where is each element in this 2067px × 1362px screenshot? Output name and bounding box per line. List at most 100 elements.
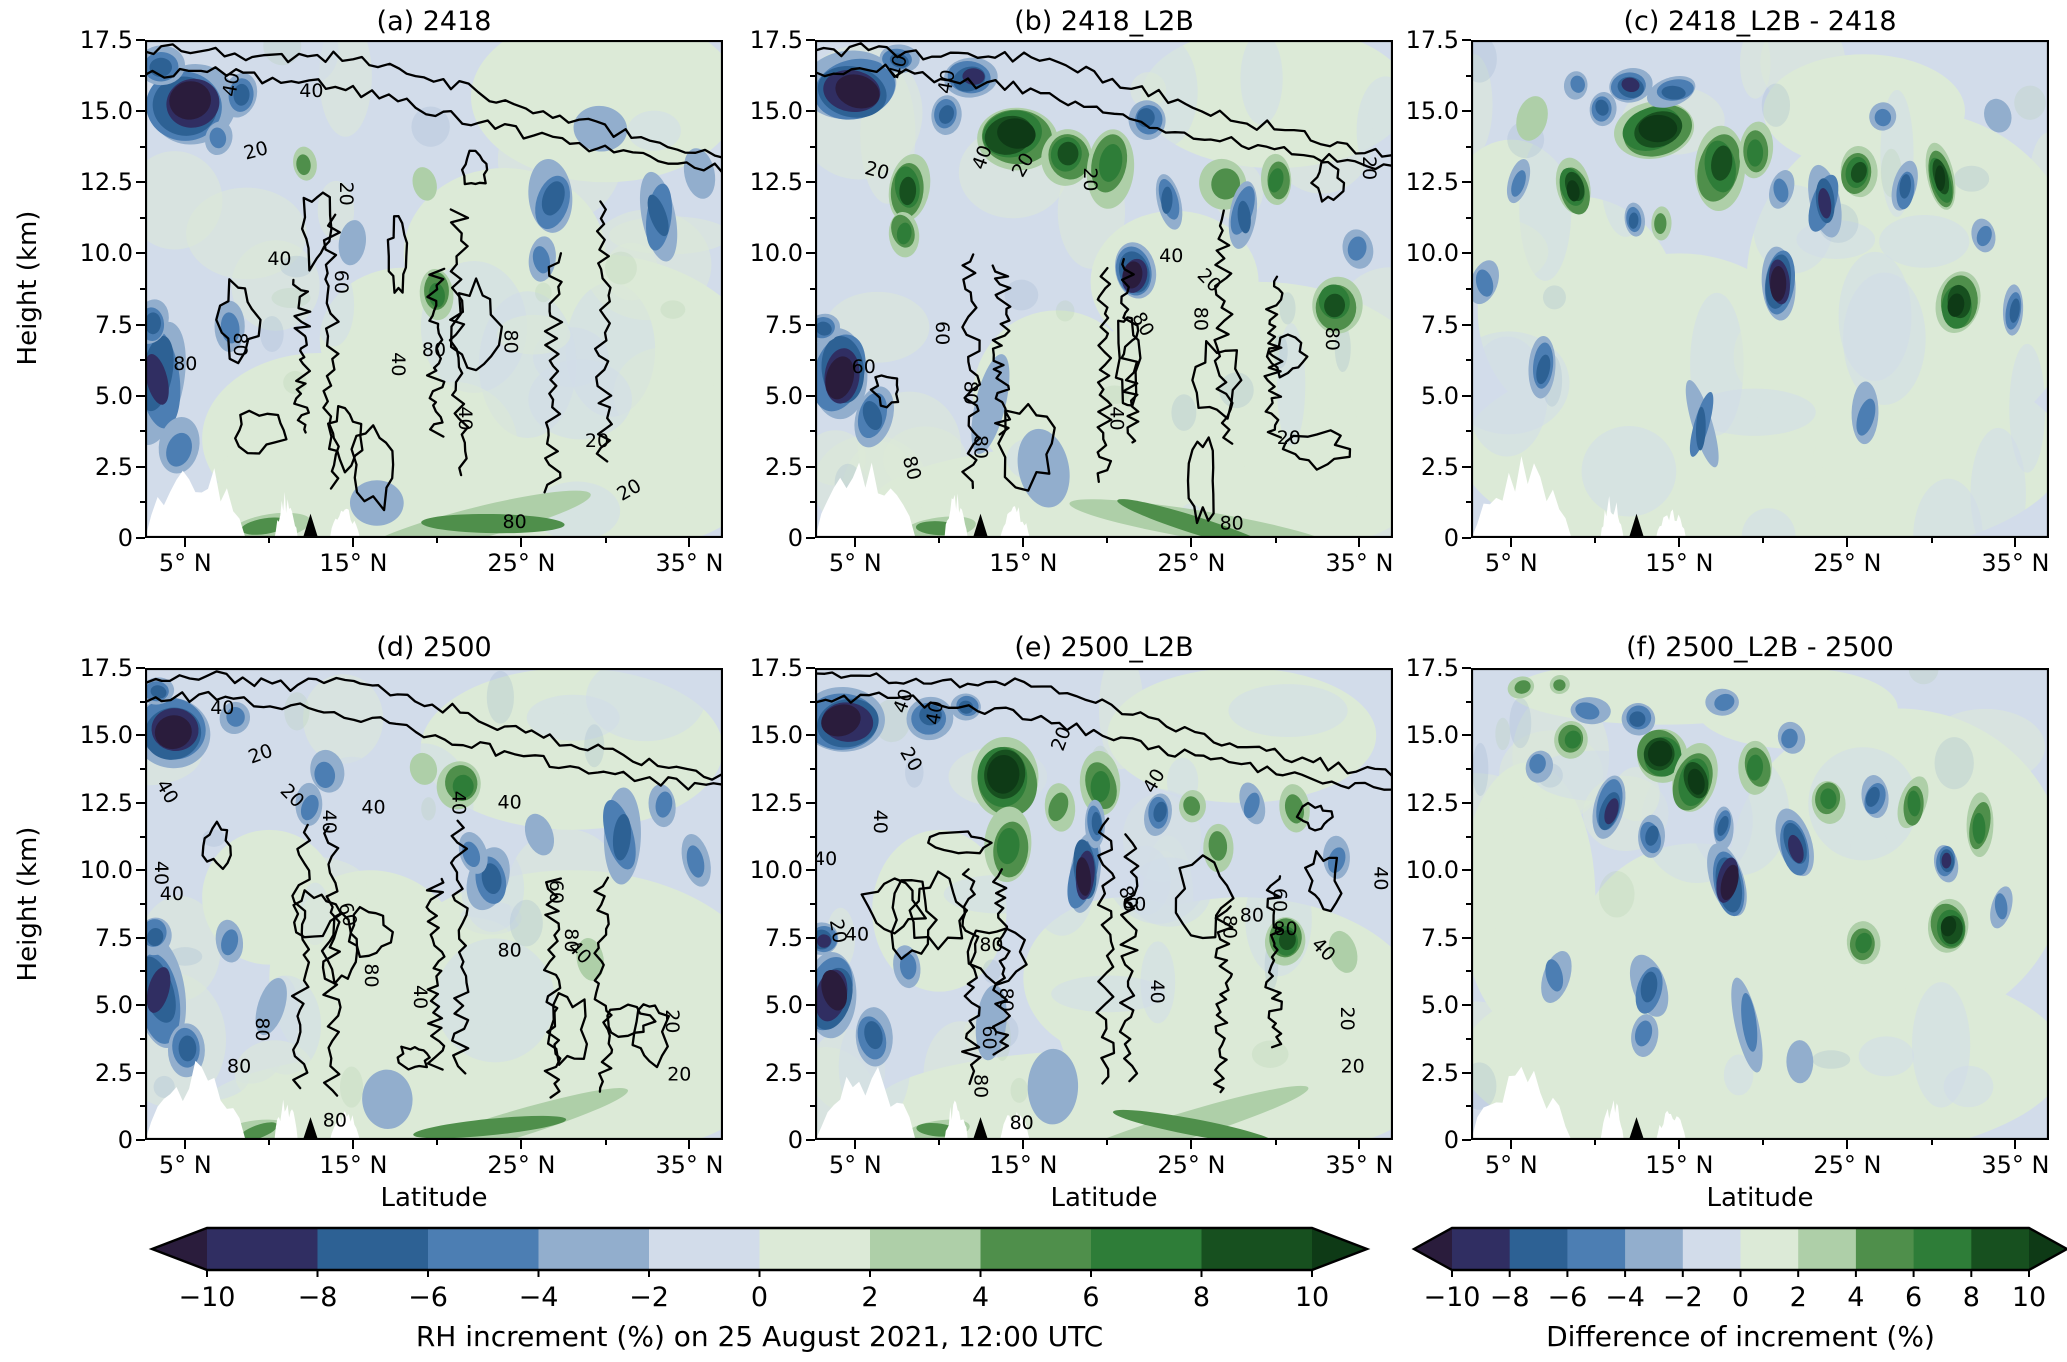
y-minor-tick-mark (810, 970, 815, 973)
svg-text:0: 0 (751, 1282, 768, 1313)
x-tick-mark (2014, 1140, 2017, 1149)
y-tick-mark (1462, 936, 1471, 939)
y-minor-tick-mark (810, 1105, 815, 1108)
x-tick-mark (854, 1140, 857, 1149)
svg-text:10: 10 (2012, 1282, 2046, 1313)
svg-text:20: 20 (825, 917, 851, 945)
y-tick-mark (806, 734, 815, 737)
svg-text:20: 20 (1277, 427, 1301, 449)
x-tick-mark (1846, 1140, 1849, 1149)
svg-text:20: 20 (585, 430, 609, 452)
y-tick-mark (1462, 465, 1471, 468)
y-tick-label: 15.0 (1405, 721, 1459, 750)
svg-text:40: 40 (447, 791, 469, 815)
x-minor-tick-mark (604, 1140, 607, 1145)
x-tick-mark (1358, 538, 1361, 547)
colorbars: −10 −8 −6 −4 −2 0 2 4 6 8 10 RH increment (%) on 25… (148, 1226, 2067, 1353)
y-tick-label: 7.5 (1420, 310, 1459, 339)
svg-text:4: 4 (972, 1282, 989, 1313)
y-tick-label: 17.5 (79, 26, 133, 54)
svg-text:40: 40 (815, 848, 837, 870)
svg-text:6: 6 (1905, 1282, 1922, 1313)
y-tick-label: 5.0 (764, 381, 803, 410)
svg-text:40: 40 (409, 985, 431, 1009)
y-tick-label: 7.5 (94, 310, 133, 339)
y-tick-label: 17.5 (749, 26, 803, 54)
y-minor-tick-mark (140, 700, 145, 703)
svg-text:40: 40 (1370, 866, 1392, 890)
svg-text:80: 80 (498, 940, 522, 962)
y-tick-label: 12.5 (79, 788, 133, 817)
x-tick-mark (1678, 538, 1681, 547)
x-minor-tick-mark (1594, 538, 1597, 543)
x-tick-mark (1190, 1140, 1193, 1149)
y-tick-mark (136, 1139, 145, 1141)
y-tick-mark (806, 869, 815, 872)
x-tick-mark (1022, 538, 1025, 547)
y-tick-mark (136, 801, 145, 804)
y-tick-label: 17.5 (749, 654, 803, 682)
svg-text:80: 80 (995, 988, 1017, 1012)
y-minor-tick-mark (140, 216, 145, 219)
svg-text:80: 80 (970, 1074, 992, 1098)
y-tick-label: 5.0 (1420, 381, 1459, 410)
y-minor-tick-mark (810, 1037, 815, 1040)
x-axis-label-d: Latitude (380, 1183, 488, 1213)
svg-text:20: 20 (661, 1009, 683, 1033)
y-tick-label: 7.5 (764, 923, 803, 952)
svg-text:40: 40 (845, 923, 869, 945)
x-tick-label: 25° N (1157, 1151, 1226, 1179)
x-tick-label: 15° N (1645, 549, 1714, 577)
y-minor-tick-mark (810, 216, 815, 219)
svg-text:0: 0 (1732, 1282, 1749, 1313)
panel-a-title: (a) 2418 (376, 6, 492, 37)
svg-text:80: 80 (229, 332, 251, 356)
panel-c-title: (c) 2418_L2B - 2418 (1623, 6, 1897, 37)
y-tick-label: 0 (117, 524, 133, 552)
x-tick-label: 35° N (1325, 549, 1394, 577)
x-tick-mark (1510, 538, 1513, 547)
y-tick-label: 2.5 (764, 1058, 803, 1087)
svg-text:80: 80 (1218, 915, 1240, 939)
svg-text:40: 40 (869, 810, 891, 834)
y-minor-tick-mark (140, 1037, 145, 1040)
y-tick-mark (1462, 1139, 1471, 1141)
y-minor-tick-mark (810, 700, 815, 703)
y-tick-mark (136, 39, 145, 41)
svg-text:−2: −2 (629, 1282, 669, 1313)
y-minor-tick-mark (1466, 1037, 1471, 1040)
svg-text:8: 8 (1193, 1282, 1210, 1313)
y-tick-mark (806, 537, 815, 539)
svg-text:60: 60 (852, 356, 876, 378)
x-tick-label: 15° N (1645, 1151, 1714, 1179)
y-tick-mark (136, 394, 145, 397)
y-tick-label: 15.0 (749, 97, 803, 126)
svg-text:−6: −6 (1547, 1282, 1587, 1313)
svg-text:8: 8 (1963, 1282, 1980, 1313)
y-tick-mark (136, 465, 145, 468)
x-minor-tick-mark (1106, 538, 1109, 543)
svg-text:40: 40 (1146, 980, 1168, 1004)
svg-text:20: 20 (1358, 156, 1380, 180)
x-tick-label: 25° N (1157, 549, 1226, 577)
x-minor-tick-mark (268, 1140, 271, 1145)
svg-text:80: 80 (251, 1017, 273, 1041)
svg-text:80: 80 (979, 934, 1003, 956)
x-tick-label: 5° N (158, 1151, 212, 1179)
y-minor-tick-mark (810, 903, 815, 905)
panel-c-plot (1471, 40, 2049, 538)
svg-text:−8: −8 (298, 1282, 338, 1313)
x-tick-mark (1022, 1140, 1025, 1149)
y-tick-mark (136, 667, 145, 669)
y-tick-mark (136, 936, 145, 939)
svg-text:20: 20 (1341, 1056, 1365, 1078)
y-tick-label: 0 (1443, 1126, 1459, 1154)
y-tick-label: 17.5 (1405, 654, 1459, 682)
y-tick-mark (136, 734, 145, 737)
y-minor-tick-mark (1466, 74, 1471, 77)
x-tick-mark (688, 1140, 691, 1149)
svg-text:80: 80 (1321, 327, 1343, 351)
x-minor-tick-mark (1930, 1140, 1933, 1145)
